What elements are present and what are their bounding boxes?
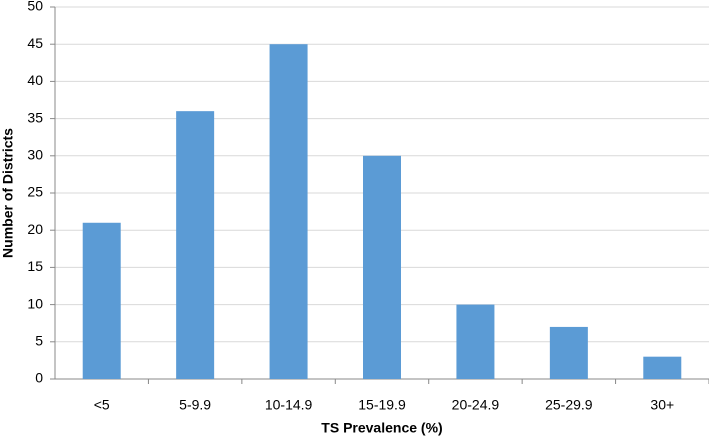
- y-tick-label: 50: [27, 0, 43, 14]
- y-tick-label: 20: [27, 221, 43, 237]
- bar: [269, 44, 308, 379]
- x-tick-label: 5-9.9: [179, 397, 211, 413]
- x-tick-label: 10-14.9: [265, 397, 313, 413]
- y-axis-title: Number of Districts: [0, 128, 16, 258]
- bar: [363, 155, 401, 379]
- bar: [82, 222, 121, 379]
- y-tick-label: 0: [35, 370, 43, 386]
- x-tick-label: 30+: [650, 397, 674, 413]
- bar: [176, 111, 215, 379]
- x-axis-title: TS Prevalence (%): [321, 420, 442, 436]
- bar: [643, 356, 682, 379]
- x-tick-label: 15-19.9: [358, 397, 406, 413]
- x-tick-label: 20-24.9: [452, 397, 500, 413]
- x-tick-label: 25-29.9: [545, 397, 593, 413]
- bar: [456, 304, 495, 379]
- bar: [549, 326, 588, 379]
- y-tick-label: 40: [27, 72, 43, 88]
- y-tick-label: 35: [27, 109, 43, 125]
- y-tick-label: 10: [27, 295, 43, 311]
- y-tick-label: 25: [27, 184, 43, 200]
- y-tick-label: 5: [35, 333, 43, 349]
- y-tick-label: 30: [27, 147, 43, 163]
- y-tick-label: 45: [27, 35, 43, 51]
- y-tick-label: 15: [27, 258, 43, 274]
- x-tick-label: <5: [94, 397, 110, 413]
